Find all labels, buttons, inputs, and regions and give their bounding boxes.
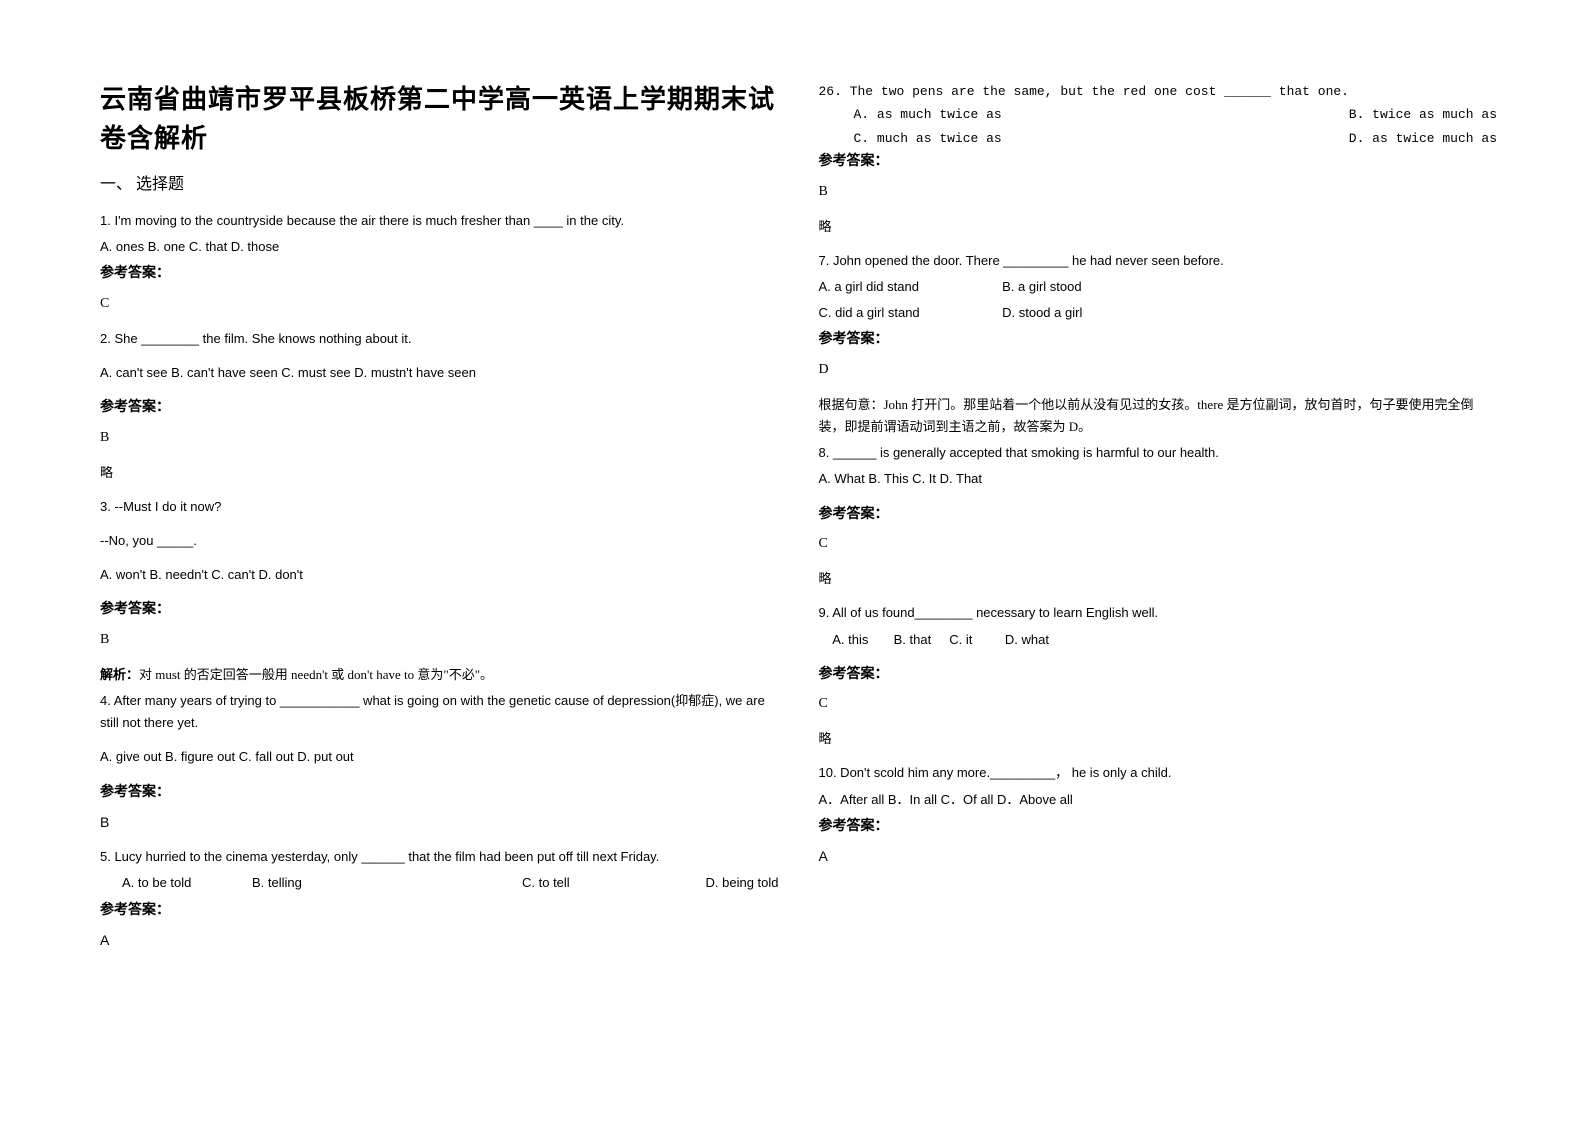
q26-opt-c: C. much as twice as	[819, 127, 1002, 150]
q7-opt-d: D. stood a girl	[1002, 305, 1082, 320]
q5-opt-c: C. to tell	[522, 872, 706, 894]
q4-answer: B	[100, 808, 779, 836]
question-5: 5. Lucy hurried to the cinema yesterday,…	[100, 846, 779, 954]
question-10: 10. Don't scold him any more._________， …	[819, 762, 1498, 870]
q2-note: 略	[100, 462, 779, 484]
q1-options: A. ones B. one C. that D. those	[100, 236, 779, 258]
q7-opt-a: A. a girl did stand	[819, 276, 999, 298]
q7-explanation: 根据句意：John 打开门。那里站着一个他以前从没有见过的女孩。there 是方…	[819, 394, 1498, 438]
q8-answer-label: 参考答案：	[819, 503, 1498, 527]
q8-answer: C	[819, 530, 1498, 558]
q3-expl-label: 解析：	[100, 667, 139, 682]
question-9: 9. All of us found________ necessary to …	[819, 602, 1498, 750]
q9-options: A. this B. that C. it D. what	[819, 629, 1498, 651]
q2-options: A. can't see B. can't have seen C. must …	[100, 362, 779, 384]
q9-stem: 9. All of us found________ necessary to …	[819, 602, 1498, 624]
q1-answer: C	[100, 290, 779, 318]
question-8: 8. ______ is generally accepted that smo…	[819, 442, 1498, 590]
q3-options: A. won't B. needn't C. can't D. don't	[100, 564, 779, 586]
question-3: 3. --Must I do it now? --No, you _____. …	[100, 496, 779, 686]
section-heading: 一、 选择题	[100, 170, 779, 194]
q7-stem: 7. John opened the door. There _________…	[819, 250, 1498, 272]
q5-answer-label: 参考答案：	[100, 899, 779, 923]
q26-stem: 26. The two pens are the same, but the r…	[819, 80, 1498, 103]
q26-answer-label: 参考答案：	[819, 150, 1498, 174]
q10-answer-label: 参考答案：	[819, 815, 1498, 839]
q3-stem1: 3. --Must I do it now?	[100, 496, 779, 518]
q9-answer-label: 参考答案：	[819, 663, 1498, 687]
q8-stem: 8. ______ is generally accepted that smo…	[819, 442, 1498, 464]
q8-note: 略	[819, 568, 1498, 590]
q5-answer: A	[100, 926, 779, 954]
question-4: 4. After many years of trying to _______…	[100, 690, 779, 836]
q5-options: A. to be told B. telling C. to tell D. b…	[100, 872, 779, 894]
q1-answer-label: 参考答案：	[100, 262, 779, 286]
q2-answer: B	[100, 424, 779, 452]
right-column: 26. The two pens are the same, but the r…	[819, 80, 1538, 1092]
q5-opt-d: D. being told	[706, 872, 779, 894]
q7-answer-label: 参考答案：	[819, 328, 1498, 352]
q5-stem: 5. Lucy hurried to the cinema yesterday,…	[100, 846, 779, 868]
q9-answer: C	[819, 690, 1498, 718]
q7-opt-c: C. did a girl stand	[819, 302, 999, 324]
q7-answer: D	[819, 356, 1498, 384]
q3-stem2: --No, you _____.	[100, 530, 779, 552]
q1-stem: 1. I'm moving to the countryside because…	[100, 210, 779, 232]
q2-stem: 2. She ________ the film. She knows noth…	[100, 328, 779, 350]
q2-answer-label: 参考答案：	[100, 396, 779, 420]
q26-note: 略	[819, 216, 1498, 238]
q7-opts-row1: A. a girl did stand B. a girl stood	[819, 276, 1498, 298]
question-26: 26. The two pens are the same, but the r…	[819, 80, 1498, 238]
q26-opt-d: D. as twice much as	[1349, 127, 1497, 150]
q4-stem: 4. After many years of trying to _______…	[100, 690, 779, 734]
left-column: 云南省曲靖市罗平县板桥第二中学高一英语上学期期末试卷含解析 一、 选择题 1. …	[100, 80, 819, 1092]
q5-opt-b: B. telling	[252, 872, 522, 894]
q3-explanation: 解析：对 must 的否定回答一般用 needn't 或 don't have …	[100, 664, 779, 686]
q8-options: A. What B. This C. It D. That	[819, 468, 1498, 490]
q26-opts-row2: C. much as twice as D. as twice much as	[819, 127, 1498, 150]
question-1: 1. I'm moving to the countryside because…	[100, 210, 779, 318]
q3-answer: B	[100, 626, 779, 654]
q10-stem: 10. Don't scold him any more._________， …	[819, 762, 1498, 784]
q26-opts-row1: A. as much twice as B. twice as much as	[819, 103, 1498, 126]
q4-options: A. give out B. figure out C. fall out D.…	[100, 746, 779, 768]
question-2: 2. She ________ the film. She knows noth…	[100, 328, 779, 484]
q4-answer-label: 参考答案：	[100, 781, 779, 805]
q10-answer: A	[819, 842, 1498, 870]
q5-opt-a: A. to be told	[122, 872, 252, 894]
q3-answer-label: 参考答案：	[100, 598, 779, 622]
q9-note: 略	[819, 728, 1498, 750]
q10-options: A．After all B．In all C．Of all D．Above al…	[819, 789, 1498, 811]
page-title: 云南省曲靖市罗平县板桥第二中学高一英语上学期期末试卷含解析	[100, 80, 779, 158]
q7-opts-row2: C. did a girl stand D. stood a girl	[819, 302, 1498, 324]
q26-opt-a: A. as much twice as	[819, 103, 1002, 126]
q26-answer: B	[819, 178, 1498, 206]
q26-opt-b: B. twice as much as	[1349, 103, 1497, 126]
q7-opt-b: B. a girl stood	[1002, 279, 1082, 294]
q3-expl-text: 对 must 的否定回答一般用 needn't 或 don't have to …	[139, 667, 493, 682]
question-7: 7. John opened the door. There _________…	[819, 250, 1498, 438]
